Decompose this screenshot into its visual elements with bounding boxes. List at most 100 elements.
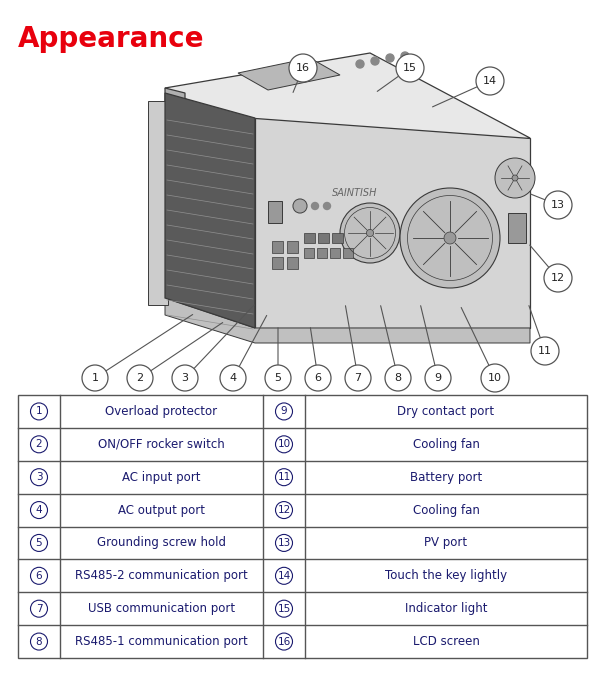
Bar: [330, 248, 340, 258]
Text: 9: 9: [434, 373, 442, 383]
Text: 14: 14: [277, 571, 290, 581]
Circle shape: [481, 364, 509, 392]
Text: Battery port: Battery port: [410, 470, 482, 484]
Circle shape: [30, 501, 48, 519]
Bar: [268, 201, 282, 223]
Circle shape: [30, 436, 48, 453]
Text: RS485-1 communication port: RS485-1 communication port: [75, 635, 248, 648]
Circle shape: [312, 203, 318, 209]
Text: 7: 7: [355, 373, 362, 383]
Text: Indicator light: Indicator light: [405, 602, 487, 615]
Circle shape: [172, 365, 198, 391]
Text: SAINTISH: SAINTISH: [332, 188, 378, 198]
Polygon shape: [165, 88, 185, 303]
Bar: [317, 248, 327, 258]
Bar: [304, 248, 314, 258]
Bar: [272, 257, 283, 269]
Text: 11: 11: [538, 346, 552, 356]
Text: 10: 10: [278, 439, 290, 450]
Text: AC input port: AC input port: [122, 470, 201, 484]
Bar: [272, 241, 283, 253]
Text: 6: 6: [315, 373, 321, 383]
Polygon shape: [165, 298, 530, 343]
Text: 4: 4: [36, 505, 42, 515]
Circle shape: [367, 229, 374, 237]
Circle shape: [275, 501, 292, 519]
Circle shape: [30, 567, 48, 584]
Text: Cooling fan: Cooling fan: [413, 503, 479, 517]
Circle shape: [544, 191, 572, 219]
Circle shape: [512, 175, 518, 181]
Circle shape: [385, 365, 411, 391]
Text: Cooling fan: Cooling fan: [413, 438, 479, 451]
Text: ON/OFF rocker switch: ON/OFF rocker switch: [98, 438, 225, 451]
Circle shape: [275, 403, 292, 420]
Text: 8: 8: [394, 373, 402, 383]
Text: 5: 5: [36, 538, 42, 548]
Text: 15: 15: [277, 604, 290, 614]
Circle shape: [293, 199, 307, 213]
Text: 2: 2: [137, 373, 143, 383]
Circle shape: [275, 567, 292, 584]
Circle shape: [495, 158, 535, 198]
Circle shape: [30, 534, 48, 551]
Text: 5: 5: [275, 373, 281, 383]
Circle shape: [371, 57, 379, 65]
Circle shape: [396, 54, 424, 82]
Text: 11: 11: [277, 472, 290, 482]
Text: 4: 4: [229, 373, 237, 383]
Text: USB communication port: USB communication port: [88, 602, 235, 615]
Circle shape: [275, 468, 292, 486]
Text: PV port: PV port: [425, 536, 468, 549]
Circle shape: [30, 403, 48, 420]
Text: 9: 9: [281, 406, 287, 417]
Text: 12: 12: [277, 505, 290, 515]
Text: 6: 6: [36, 571, 42, 581]
Polygon shape: [165, 93, 255, 328]
Circle shape: [425, 365, 451, 391]
Text: 13: 13: [551, 200, 565, 210]
Polygon shape: [148, 101, 168, 305]
Circle shape: [30, 633, 48, 650]
Text: 12: 12: [551, 273, 565, 283]
Text: Appearance: Appearance: [18, 25, 204, 53]
Text: 16: 16: [277, 637, 290, 647]
Polygon shape: [165, 53, 530, 173]
Circle shape: [356, 60, 364, 68]
Text: 3: 3: [36, 472, 42, 482]
Circle shape: [345, 365, 371, 391]
Polygon shape: [255, 118, 530, 328]
Text: 7: 7: [36, 604, 42, 614]
Circle shape: [275, 633, 292, 650]
Circle shape: [531, 337, 559, 365]
Circle shape: [275, 534, 292, 551]
Text: Grounding screw hold: Grounding screw hold: [97, 536, 226, 549]
Circle shape: [444, 232, 456, 244]
Text: 14: 14: [483, 76, 497, 86]
Bar: [18, 395, 587, 658]
Text: AC output port: AC output port: [118, 503, 205, 517]
Text: 13: 13: [277, 538, 290, 548]
Circle shape: [289, 54, 317, 82]
Bar: [318, 233, 329, 243]
Circle shape: [82, 365, 108, 391]
Text: LCD screen: LCD screen: [413, 635, 479, 648]
Circle shape: [30, 468, 48, 486]
Text: 1: 1: [36, 406, 42, 417]
Circle shape: [127, 365, 153, 391]
Text: 8: 8: [36, 637, 42, 647]
Bar: [343, 248, 353, 258]
Circle shape: [275, 436, 292, 453]
Circle shape: [324, 203, 330, 209]
Polygon shape: [238, 58, 340, 90]
Bar: [508, 213, 526, 243]
Circle shape: [30, 600, 48, 617]
Text: Overload protector: Overload protector: [105, 405, 218, 418]
Circle shape: [220, 365, 246, 391]
Circle shape: [265, 365, 291, 391]
Circle shape: [275, 600, 292, 617]
Bar: [287, 257, 298, 269]
Bar: [332, 233, 343, 243]
Circle shape: [305, 365, 331, 391]
Text: 1: 1: [91, 373, 99, 383]
